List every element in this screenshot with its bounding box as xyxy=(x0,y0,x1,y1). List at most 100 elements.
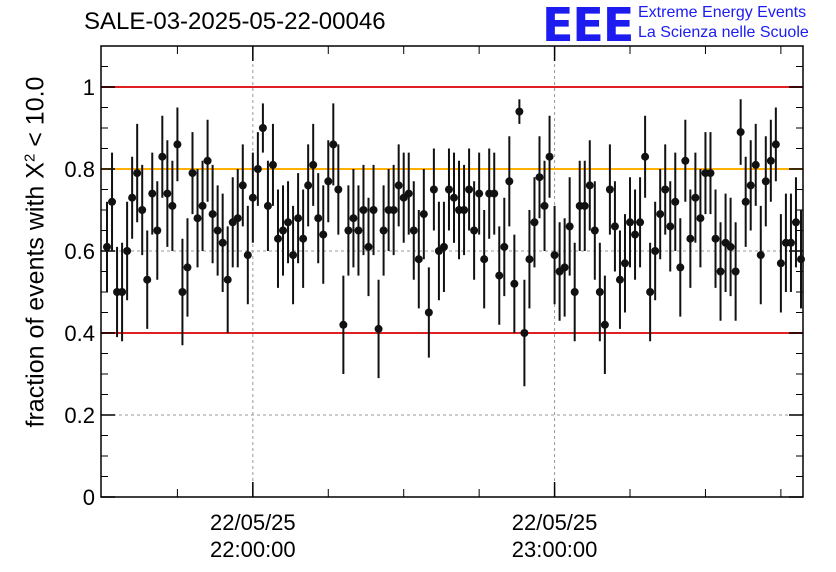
data-point xyxy=(414,255,423,264)
data-point xyxy=(746,181,755,190)
data-point xyxy=(671,197,680,206)
data-point xyxy=(319,230,328,239)
data-point xyxy=(646,288,655,296)
data-point xyxy=(163,189,172,198)
data-point xyxy=(289,251,298,260)
x-tick-date-label-1: 22/05/25 xyxy=(512,510,598,535)
y-tick-label-0: 0 xyxy=(83,485,95,510)
data-point xyxy=(615,275,624,284)
data-point xyxy=(103,242,111,251)
data-point xyxy=(429,185,438,194)
data-point xyxy=(761,177,770,186)
data-point xyxy=(696,214,705,223)
data-point xyxy=(273,234,282,243)
data-point xyxy=(243,251,252,260)
chart-title: SALE-03-2025-05-22-00046 xyxy=(84,8,386,35)
data-point xyxy=(460,206,469,214)
data-point xyxy=(736,128,745,137)
data-point xyxy=(691,193,700,202)
data-point xyxy=(656,210,665,219)
data-point xyxy=(751,160,760,169)
data-point xyxy=(364,242,373,251)
data-point xyxy=(570,288,579,296)
data-point xyxy=(208,210,217,219)
data-point xyxy=(279,226,288,235)
data-point xyxy=(797,255,805,264)
data-point xyxy=(771,140,780,149)
data-point xyxy=(495,271,504,280)
data-point xyxy=(741,197,750,206)
data-point xyxy=(133,169,142,178)
data-point xyxy=(439,242,448,251)
data-point xyxy=(248,193,257,202)
data-point xyxy=(344,226,353,235)
data-point xyxy=(223,275,232,284)
data-point xyxy=(138,206,147,214)
data-point xyxy=(590,226,599,235)
data-point xyxy=(339,320,348,329)
data-point xyxy=(389,206,398,214)
data-point xyxy=(480,255,489,264)
data-point xyxy=(535,173,544,182)
data-point xyxy=(158,152,167,161)
data-point xyxy=(404,189,413,198)
data-point xyxy=(379,226,388,235)
data-point xyxy=(766,156,775,165)
data-point xyxy=(716,267,725,276)
data-point xyxy=(530,218,539,227)
data-point xyxy=(450,193,458,202)
data-point xyxy=(676,263,685,272)
data-point xyxy=(238,181,247,190)
data-point xyxy=(143,275,152,284)
data-point xyxy=(268,160,277,169)
logo-text-line-2: La Scienza nelle Scuole xyxy=(638,24,809,41)
data-point xyxy=(756,251,765,260)
data-point xyxy=(334,185,343,194)
data-point xyxy=(711,234,720,243)
data-point xyxy=(610,222,619,231)
data-point xyxy=(661,185,670,194)
data-point xyxy=(651,247,660,255)
data-point xyxy=(580,201,589,210)
data-point xyxy=(394,181,403,190)
data-point xyxy=(540,201,549,210)
data-point xyxy=(374,324,383,333)
data-point xyxy=(123,247,132,255)
x-tick-time-label-0: 22:00:00 xyxy=(210,537,296,562)
data-point xyxy=(490,189,499,198)
data-point xyxy=(565,222,574,231)
data-point xyxy=(369,206,378,214)
data-point xyxy=(108,197,117,206)
data-point xyxy=(595,288,604,296)
data-point xyxy=(178,288,187,296)
data-point xyxy=(465,185,474,194)
data-point xyxy=(550,251,559,260)
data-point xyxy=(203,156,212,165)
data-point xyxy=(294,214,303,223)
data-point xyxy=(148,189,157,198)
y-tick-label-5: 1 xyxy=(83,75,95,100)
data-point xyxy=(600,320,609,329)
data-point xyxy=(253,165,262,173)
y-tick-label-1: 0.2 xyxy=(64,403,95,428)
data-point xyxy=(626,218,635,227)
data-point xyxy=(515,107,524,116)
data-point xyxy=(444,185,453,194)
data-point xyxy=(213,226,222,235)
data-point xyxy=(706,169,715,178)
data-point xyxy=(605,185,614,194)
data-point xyxy=(128,193,137,202)
data-point xyxy=(198,201,207,210)
data-point xyxy=(666,222,675,231)
data-point xyxy=(631,230,640,239)
data-point xyxy=(681,156,690,165)
data-point xyxy=(620,259,629,268)
data-point xyxy=(726,242,735,251)
data-point xyxy=(545,152,554,161)
data-point xyxy=(329,140,338,149)
data-point xyxy=(560,263,569,272)
data-point xyxy=(233,214,242,223)
data-point xyxy=(359,206,368,214)
data-point xyxy=(585,181,594,190)
data-point xyxy=(153,226,162,235)
